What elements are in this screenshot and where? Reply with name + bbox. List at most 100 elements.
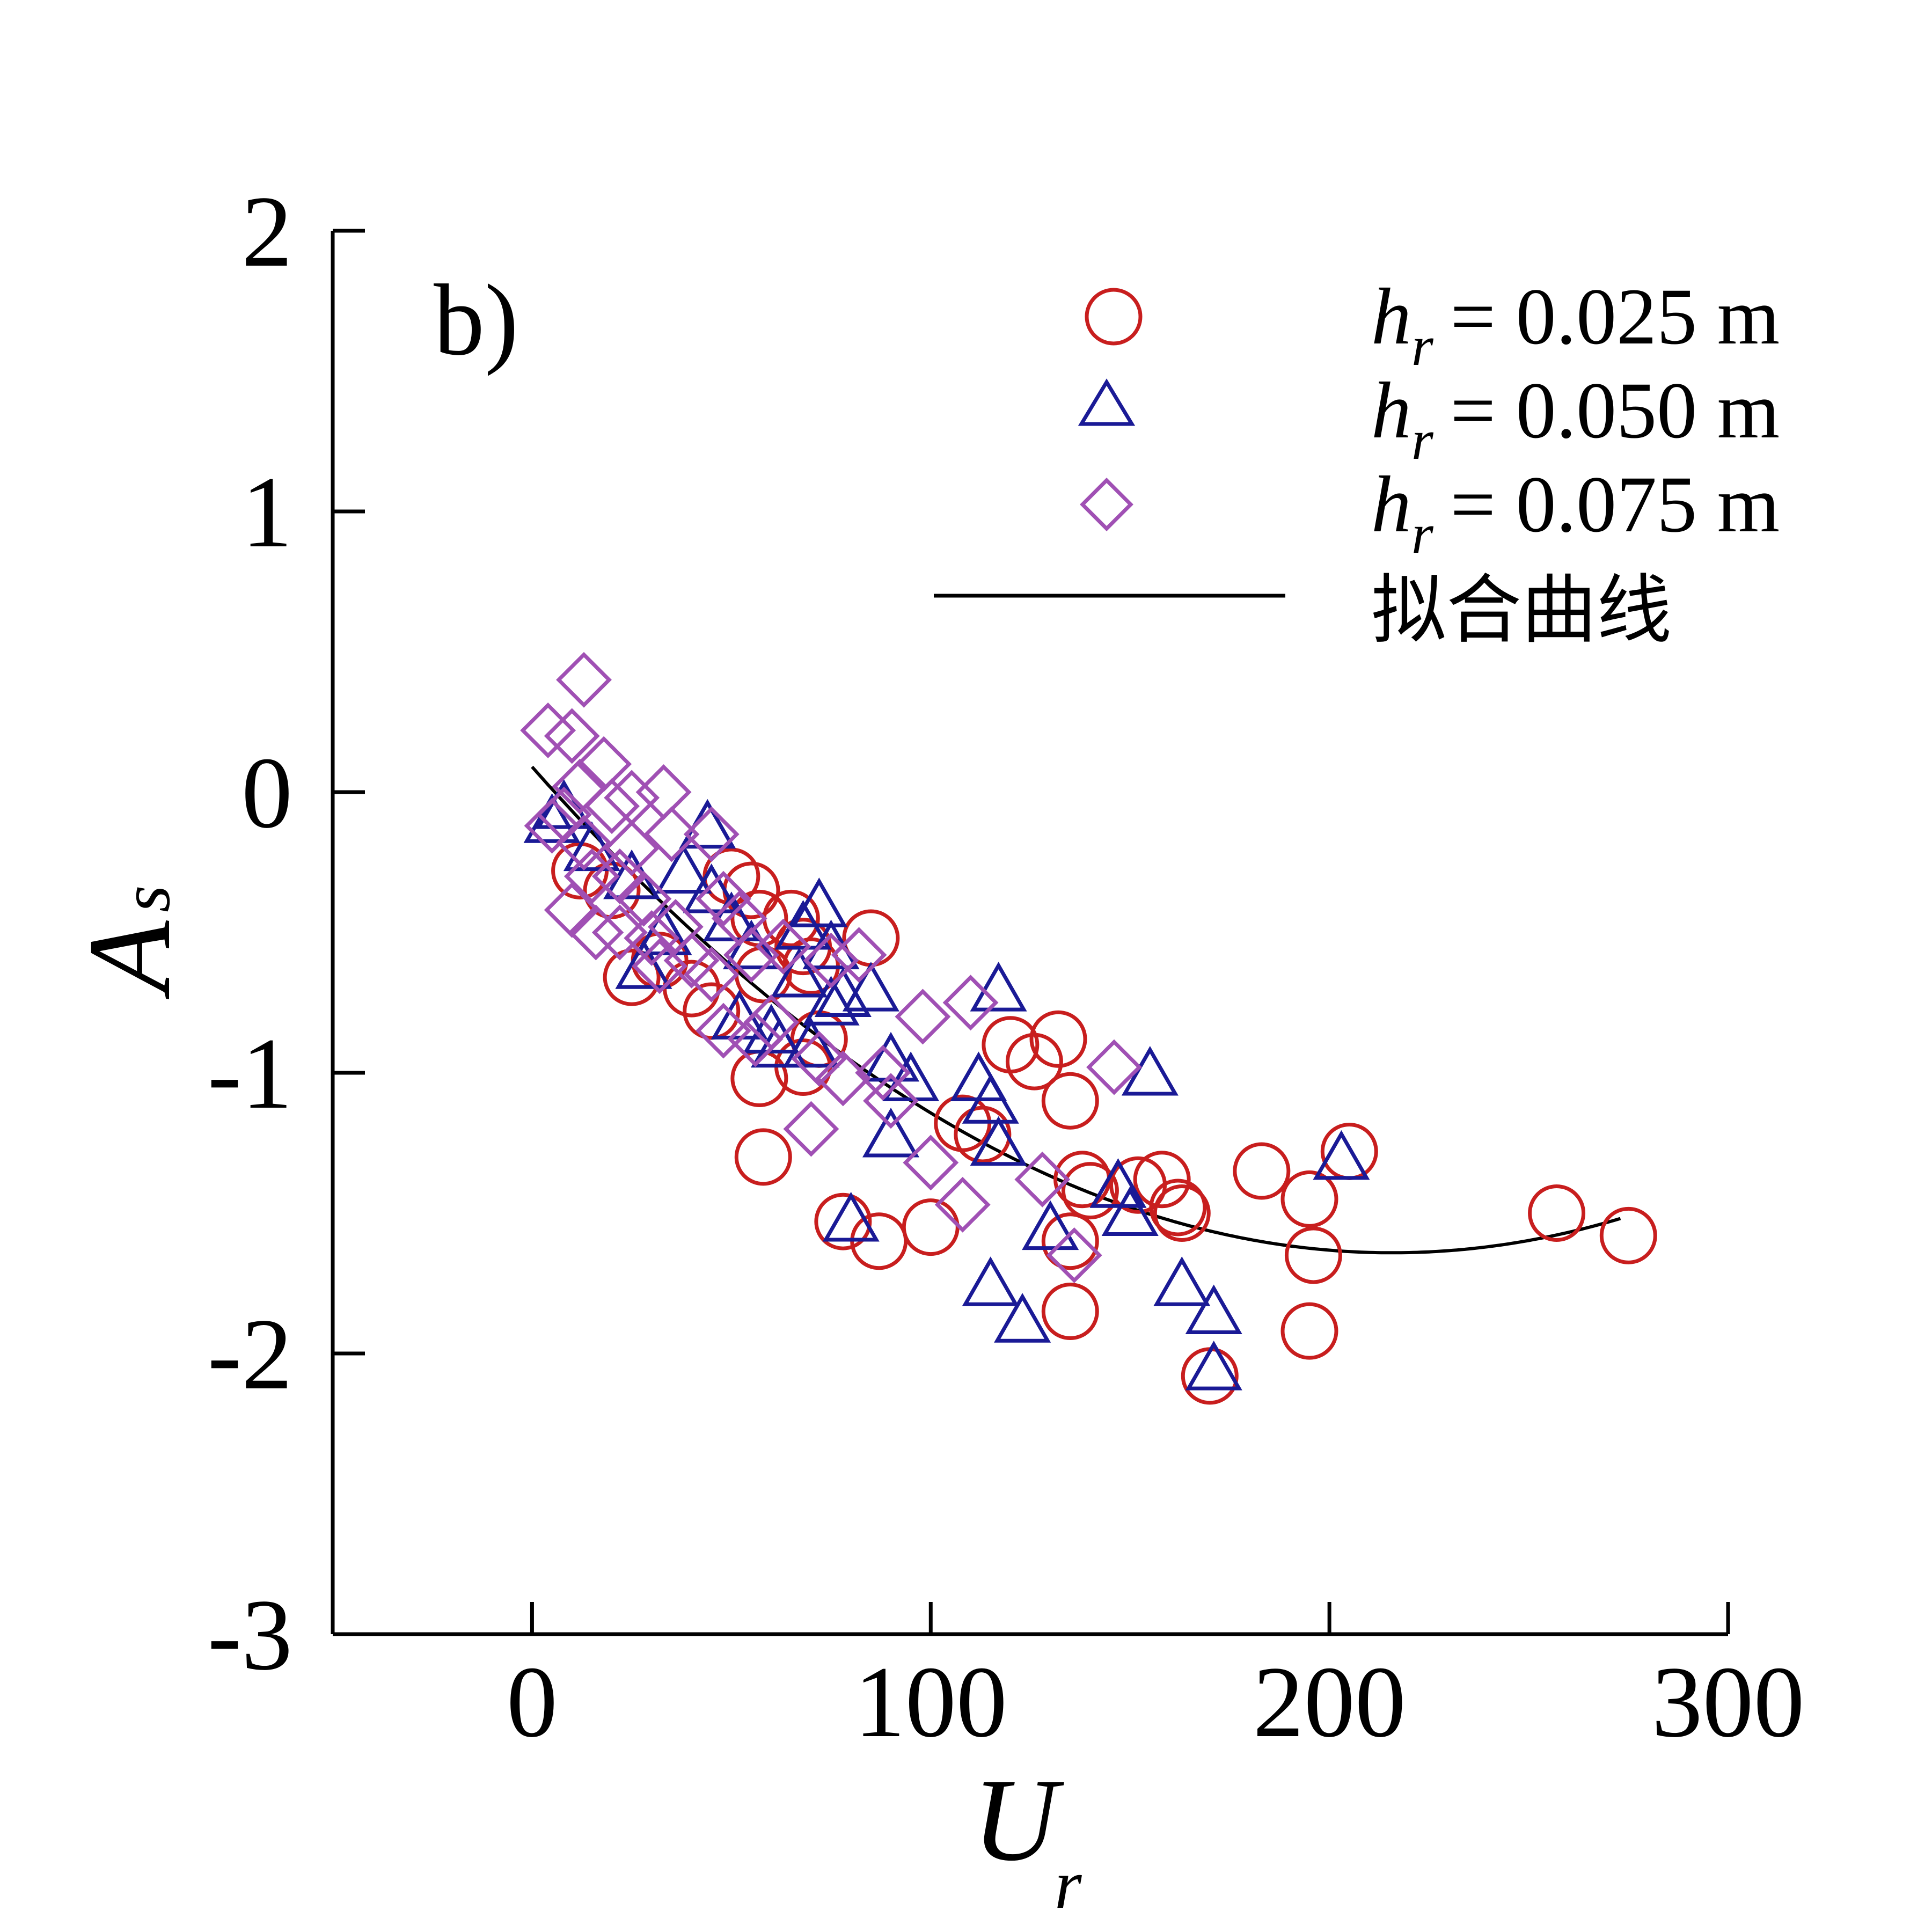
x-tick-label-300: 300: [1652, 1646, 1805, 1759]
data-point-triangle: [822, 1191, 880, 1242]
data-point-circle: [1149, 1179, 1207, 1236]
data-point-triangle: [862, 1108, 920, 1158]
data-point-diamond: [556, 652, 612, 708]
data-point-diamond: [934, 1176, 991, 1233]
data-point-triangle: [1089, 1158, 1147, 1208]
data-point-diamond: [552, 758, 608, 815]
data-point-diamond: [591, 904, 648, 961]
y-tick-label--2: -2: [208, 1298, 292, 1411]
legend-triangle-marker: [1078, 378, 1136, 426]
data-point-diamond: [524, 797, 580, 854]
data-point-diamond: [683, 947, 740, 1002]
x-tick-label-200: 200: [1253, 1646, 1406, 1759]
data-point-diamond: [564, 848, 620, 904]
series-0: [551, 841, 1657, 1405]
data-point-triangle: [791, 877, 848, 927]
data-point-circle: [1005, 1033, 1063, 1091]
legend-label-rest: = 0.075 m: [1430, 460, 1780, 549]
legend-item-fit: 拟合曲线: [934, 567, 1672, 654]
legend-item-0: h r = 0.025 m: [1085, 272, 1780, 377]
data-point-diamond: [743, 994, 800, 1050]
data-point-diamond: [568, 904, 624, 961]
data-point-circle: [1528, 1184, 1586, 1242]
data-point-diamond: [556, 815, 612, 871]
y-tick-label-1: 1: [241, 456, 292, 569]
data-point-diamond: [791, 1030, 847, 1087]
data-point-circle: [1233, 1142, 1291, 1200]
data-point-triangle: [962, 1074, 1019, 1124]
data-point-diamond: [903, 1135, 959, 1191]
data-point-diamond: [544, 882, 600, 938]
fit-curve: [531, 765, 1621, 1255]
ticks: 0 100 200 300 -3 -2 -1 0 1 2: [208, 175, 1805, 1759]
data-point-diamond: [683, 806, 740, 862]
series-2: [520, 652, 1142, 1283]
data-point-triangle: [771, 947, 828, 998]
legend-label-rest: = 0.050 m: [1430, 366, 1780, 455]
y-tick-label-2: 2: [241, 175, 292, 288]
data-point-circle: [1280, 1170, 1338, 1228]
data-point-diamond: [1046, 1227, 1102, 1283]
data-point-diamond: [803, 932, 859, 989]
x-tick-label-100: 100: [854, 1646, 1007, 1759]
data-point-diamond: [624, 910, 680, 966]
data-point-circle: [1029, 1010, 1087, 1068]
x-axis-title: U r: [972, 1754, 1082, 1923]
y-tick-label--1: -1: [208, 1018, 292, 1130]
data-point-diamond: [520, 702, 576, 758]
data-point-circle: [982, 1016, 1040, 1074]
axes: [331, 231, 1728, 1636]
data-point-diamond: [643, 806, 700, 862]
data-point-circle: [1599, 1206, 1657, 1264]
data-point-triangle: [962, 1256, 1019, 1306]
y-axis-title-main: A: [64, 920, 195, 1000]
data-point-diamond: [831, 927, 887, 983]
legend-label-sub: r: [1411, 314, 1434, 377]
data-point-circle: [1284, 1226, 1342, 1284]
legend-item-1: h r = 0.050 m: [1078, 366, 1780, 471]
data-point-triangle: [882, 1051, 940, 1101]
data-point-diamond: [723, 927, 779, 983]
legend-item-2: h r = 0.075 m: [1080, 460, 1780, 565]
data-point-triangle: [842, 962, 899, 1012]
data-point-triangle: [1185, 1284, 1242, 1335]
data-point-circle: [1280, 1302, 1338, 1360]
legend-circle-marker: [1085, 288, 1143, 346]
x-axis-title-subscript: r: [1055, 1846, 1082, 1923]
legend: h r = 0.025 m h r = 0.050 m h r = 0.075 …: [934, 272, 1780, 654]
legend-diamond-marker: [1080, 478, 1133, 531]
data-point-triangle: [950, 1051, 1007, 1101]
data-point-diamond: [1014, 1151, 1071, 1208]
series-1: [523, 779, 1370, 1391]
data-point-diamond: [696, 870, 751, 927]
legend-fit-label: 拟合曲线: [1371, 567, 1672, 654]
legend-label-var: h: [1371, 272, 1411, 361]
data-point-triangle: [970, 1116, 1027, 1166]
data-point-circle: [1061, 1162, 1119, 1220]
data-point-circle: [1133, 1151, 1191, 1209]
data-point-diamond: [863, 1073, 919, 1129]
data-point-triangle: [970, 962, 1027, 1012]
data-point-triangle: [862, 1031, 920, 1082]
data-point-diamond: [544, 708, 600, 764]
data-point-triangle: [782, 1018, 840, 1068]
y-tick-label--3: -3: [208, 1579, 292, 1692]
y-tick-label-0: 0: [241, 737, 292, 850]
legend-label-var: h: [1371, 460, 1411, 549]
legend-label-sub: r: [1411, 408, 1434, 471]
data-point-triangle: [994, 1293, 1051, 1343]
data-point-diamond: [855, 1045, 911, 1101]
x-axis-title-main: U: [972, 1754, 1064, 1885]
data-point-circle: [1181, 1347, 1239, 1405]
y-axis-title-subscript: s: [107, 885, 185, 912]
data-point-diamond: [616, 870, 672, 927]
data-point-circle: [734, 1128, 792, 1186]
data-point-circle: [902, 1198, 960, 1256]
data-point-circle: [1153, 1184, 1211, 1242]
data-points: [520, 652, 1657, 1405]
data-point-triangle: [1153, 1256, 1211, 1306]
data-point-diamond: [895, 989, 951, 1045]
data-point-diamond: [755, 918, 811, 975]
data-point-circle: [1041, 1212, 1099, 1270]
